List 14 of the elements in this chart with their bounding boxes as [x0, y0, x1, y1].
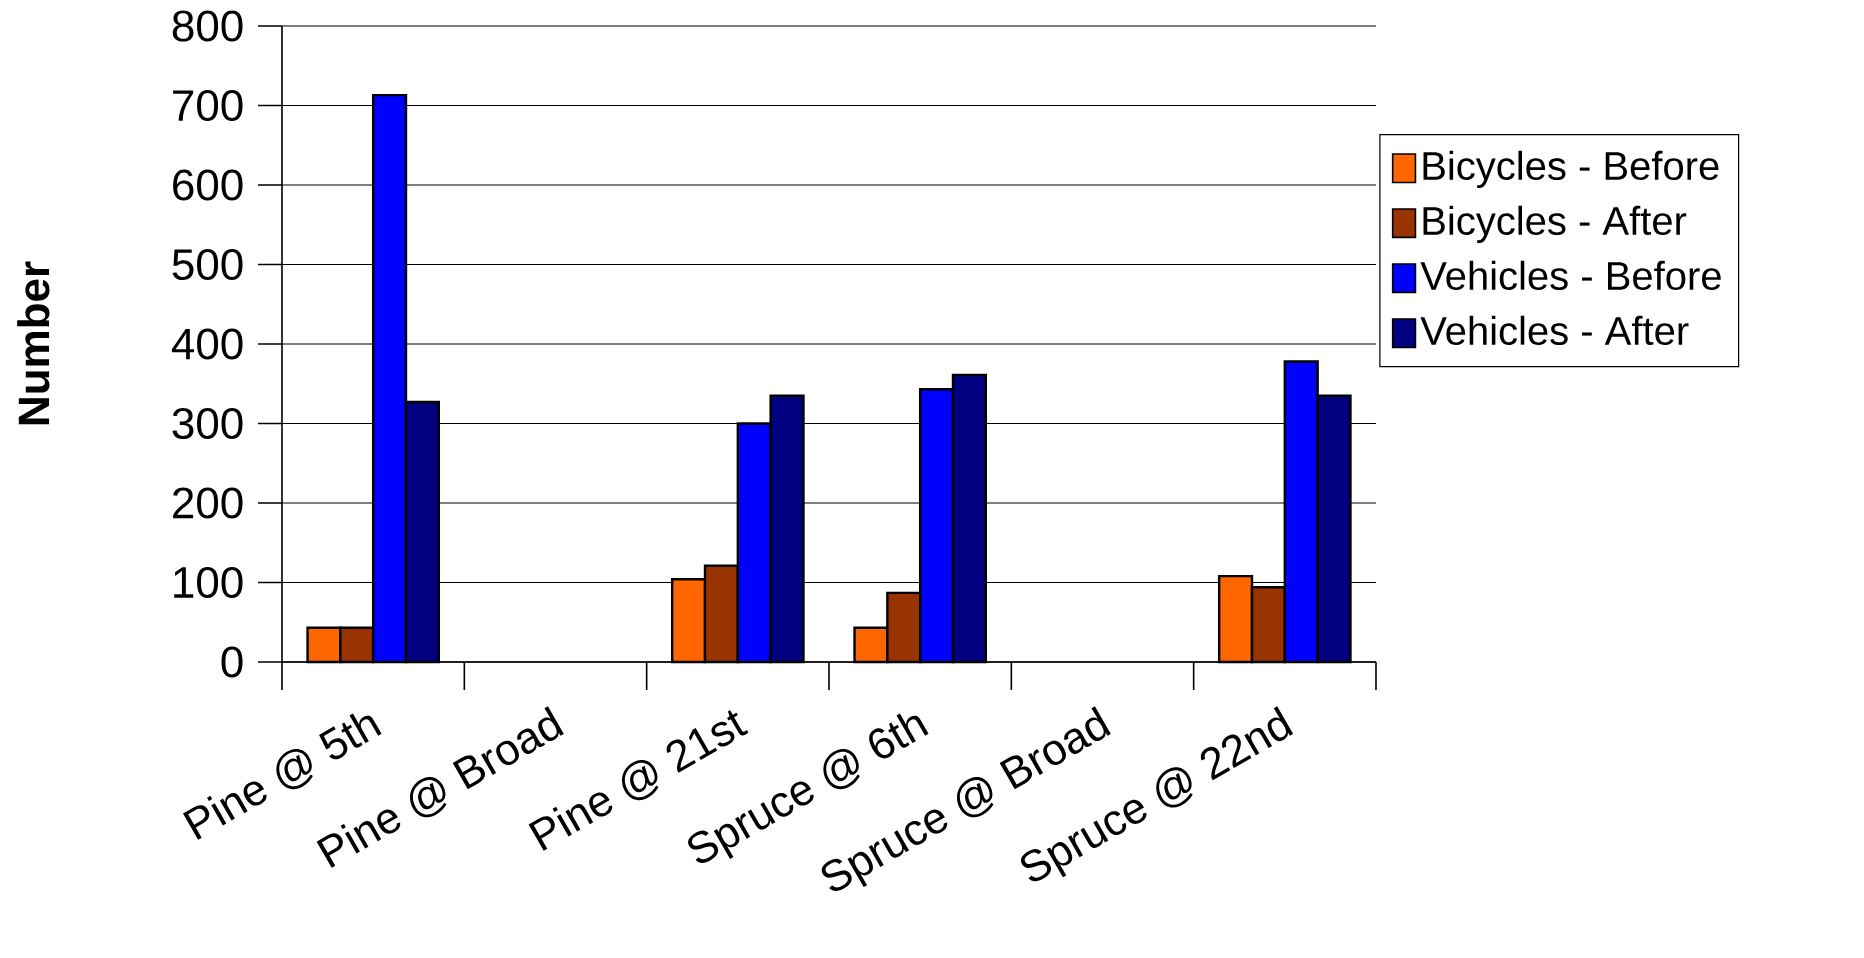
y-tick-label: 300 — [172, 407, 243, 440]
y-tick-label: 200 — [173, 487, 243, 519]
y-tick-label: 0 — [221, 646, 243, 678]
y-tick-label: 100 — [174, 566, 243, 599]
legend-label: Vehicles - Before — [1420, 260, 1721, 291]
legend-label: Bicycles - After — [1423, 205, 1687, 243]
y-tick-label: 500 — [172, 248, 243, 281]
legend-label: Bicycles - Before — [1423, 150, 1719, 189]
y-tick-label: 800 — [172, 10, 243, 42]
legend-label: Vehicles - After — [1420, 315, 1689, 346]
y-tick-label: 600 — [173, 169, 243, 201]
y-axis-title: Number — [17, 261, 50, 425]
y-tick-label: 700 — [173, 89, 243, 122]
y-tick-label: 400 — [171, 328, 243, 360]
